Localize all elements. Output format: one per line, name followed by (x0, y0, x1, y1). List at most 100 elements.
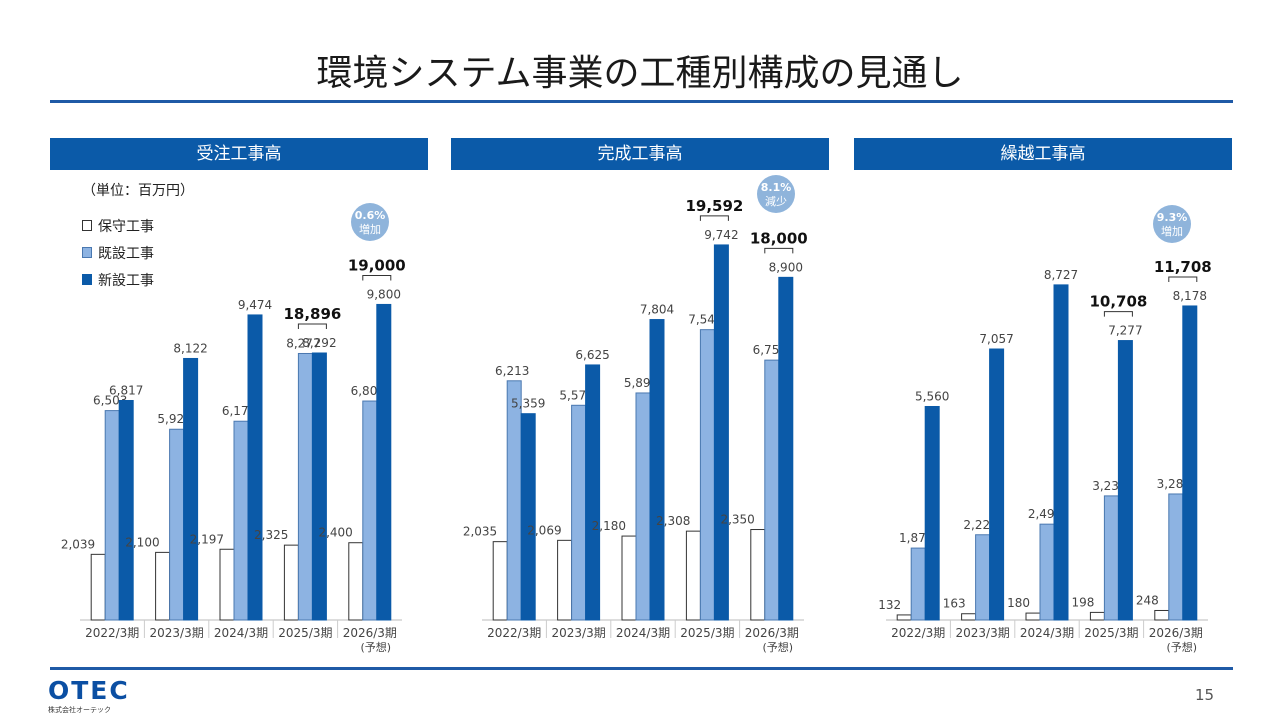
x-tick-label: 2022/3期 (891, 626, 945, 640)
bar-new (649, 319, 665, 621)
bar-maintenance (348, 542, 364, 621)
data-label-existing: 8,277 (286, 336, 320, 350)
bar-new (924, 405, 940, 621)
bar-existing (362, 400, 378, 621)
x-tick-label: 2025/3期 (278, 626, 332, 640)
bar-maintenance (750, 529, 766, 621)
legend-label-existing: 既設工事 (98, 245, 154, 262)
bar-existing (233, 420, 249, 621)
bar-new (183, 357, 199, 621)
legend-item-new: 新設工事 (82, 266, 154, 293)
total-label: 10,708 (1089, 293, 1147, 311)
bar-new (118, 399, 134, 621)
bar-maintenance (1154, 609, 1170, 621)
total-bracket (699, 215, 729, 221)
data-label-maintenance: 2,325 (254, 528, 288, 542)
bar-new (247, 314, 263, 621)
bar-existing (571, 404, 587, 621)
total-bracket (362, 274, 392, 281)
data-label-maintenance: 2,039 (61, 537, 95, 551)
page-title: 環境システム事業の工種別構成の見通し (316, 53, 964, 94)
title-underline (50, 100, 1233, 103)
bar-maintenance (283, 544, 299, 621)
data-label-new: 8,178 (1173, 289, 1207, 303)
data-label-new: 5,560 (915, 389, 949, 403)
unit-label: （単位：百万円） (82, 183, 194, 199)
bar-new (989, 348, 1005, 621)
data-label-maintenance: 198 (1071, 595, 1094, 609)
data-label-maintenance: 2,180 (592, 519, 626, 533)
total-label: 18,000 (750, 229, 808, 247)
data-label-maintenance: 180 (1007, 596, 1030, 610)
x-tick-note: (予想) (763, 640, 794, 654)
data-label-maintenance: 248 (1136, 593, 1159, 607)
bar-maintenance (685, 530, 701, 621)
legend-item-existing: 既設工事 (82, 239, 154, 266)
data-label-new: 8,900 (769, 260, 803, 274)
change-badge (1153, 205, 1191, 243)
total-bracket (1103, 311, 1133, 317)
change-badge-percent: 8.1% (761, 181, 792, 194)
x-tick-label: 2023/3期 (955, 626, 1009, 640)
data-label-maintenance: 2,350 (720, 513, 754, 527)
data-label-new: 7,057 (979, 332, 1013, 346)
bar-existing (1103, 495, 1119, 621)
data-label-new: 7,804 (640, 303, 674, 317)
data-label-new: 6,625 (575, 348, 609, 362)
change-badge-percent: 9.3% (1157, 211, 1188, 224)
bar-maintenance (896, 614, 912, 621)
x-tick-label: 2026/3期 (1149, 626, 1203, 640)
data-label-maintenance: 2,400 (318, 526, 352, 540)
panel-header-orders: 受注工事高 (50, 138, 428, 170)
total-bracket (1168, 276, 1198, 282)
total-label: 11,708 (1154, 258, 1212, 276)
legend: 保守工事 既設工事 新設工事 (82, 212, 154, 293)
data-label-existing: 6,213 (495, 364, 529, 378)
panel-header-completed: 完成工事高 (451, 138, 829, 170)
x-tick-label: 2025/3期 (1084, 626, 1138, 640)
x-tick-label: 2024/3期 (616, 626, 670, 640)
change-badge (351, 203, 389, 241)
x-tick-label: 2023/3期 (551, 626, 605, 640)
logo-text: OTEC (48, 676, 130, 705)
bar-new (311, 352, 327, 621)
bar-new (585, 364, 601, 621)
bar-maintenance (155, 551, 171, 621)
bar-existing (1039, 523, 1055, 621)
total-label: 18,896 (283, 305, 341, 323)
change-badge-direction: 増加 (359, 223, 381, 236)
bar-new (1182, 305, 1198, 621)
bar-maintenance (1025, 612, 1041, 621)
bar-existing (297, 352, 313, 621)
x-tick-label: 2025/3期 (680, 626, 734, 640)
bar-existing (169, 428, 185, 621)
bar-existing (1168, 493, 1184, 621)
data-label-new: 6,817 (109, 383, 143, 397)
data-label-new: 8,727 (1044, 268, 1078, 282)
x-tick-label: 2023/3期 (149, 626, 203, 640)
x-tick-note: (予想) (361, 640, 392, 654)
data-label-new: 5,359 (511, 397, 545, 411)
data-label-maintenance: 163 (943, 597, 966, 611)
bar-new (713, 244, 729, 621)
data-label-new: 9,800 (367, 287, 401, 301)
x-tick-label: 2026/3期 (745, 626, 799, 640)
x-tick-label: 2024/3期 (214, 626, 268, 640)
bar-new (376, 303, 392, 621)
change-badge-direction: 減少 (765, 194, 787, 208)
change-badge (757, 175, 795, 213)
total-label: 19,592 (685, 197, 743, 215)
bar-maintenance (961, 613, 977, 621)
bar-existing (764, 359, 780, 621)
bar-existing (104, 410, 120, 621)
bar-maintenance (557, 539, 573, 621)
data-label-maintenance: 2,100 (125, 535, 159, 549)
bar-existing (506, 380, 522, 621)
company-logo: OTEC 株式会社オーテック (48, 678, 130, 715)
x-tick-label: 2026/3期 (343, 626, 397, 640)
bar-maintenance (621, 535, 637, 621)
data-label-new: 9,742 (704, 228, 738, 242)
data-label-new: 9,474 (238, 298, 272, 312)
data-label-maintenance: 2,069 (527, 523, 561, 537)
